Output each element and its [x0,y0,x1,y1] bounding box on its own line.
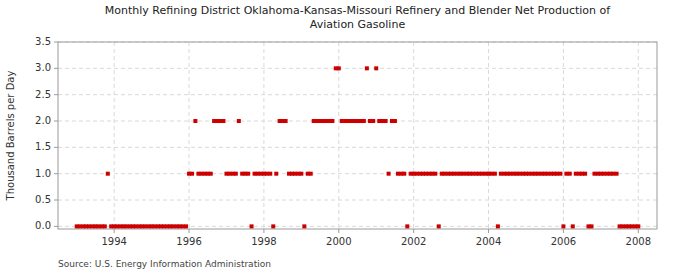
x-grid-line [189,42,190,229]
x-grid-line [263,42,264,229]
source-note: Source: U.S. Energy Information Administ… [58,259,271,269]
point [384,119,388,123]
x-tick-label: 1998 [251,236,276,247]
point [571,224,575,228]
point [184,224,188,228]
x-tick [413,229,414,233]
point [437,224,441,228]
point [374,66,378,70]
x-grid-line [114,42,115,229]
point [250,224,254,228]
x-tick [338,229,339,233]
point [371,119,375,123]
x-tick [189,229,190,233]
point [234,172,238,176]
point [636,224,640,228]
y-tick-label: 3.0 [35,62,51,73]
y-tick-label: 3.5 [35,36,51,47]
tick-labels: 0.0 0.5 1.0 1.5 2.0 2.5 3.0 3.5 1994 1996 1998 2000… [35,36,651,247]
title: Monthly Refining District Oklahoma-Kansa… [105,4,611,31]
y-tick-label: 1.0 [35,168,51,179]
point [209,172,213,176]
point [106,172,110,176]
x-grid-line [638,42,639,229]
point [309,172,313,176]
point [589,224,593,228]
y-axis-label: Thousand Barrels per Day [5,71,16,202]
point [103,224,107,228]
point [221,119,225,123]
x-tick-label: 2006 [551,236,576,247]
point [271,224,275,228]
y-tick-label: 0.0 [35,220,51,231]
point [193,119,197,123]
x-tick-label: 2000 [326,236,351,247]
point [299,172,303,176]
y-grid-line [58,94,657,95]
point [405,224,409,228]
point [302,224,306,228]
y-tick [54,200,58,201]
point [190,172,194,176]
plot-frame [58,42,657,229]
point [330,119,334,123]
x-tick-label: 2004 [476,236,501,247]
point [496,224,500,228]
point [246,172,250,176]
y-tick [54,121,58,122]
point [583,172,587,176]
point [393,119,397,123]
point [387,172,391,176]
point [568,172,572,176]
y-tick [54,147,58,148]
x-tick [488,229,489,233]
x-tick [114,229,115,233]
y-tick-label: 0.5 [35,194,51,205]
grid [58,42,657,229]
point [284,119,288,123]
y-grid-line [58,147,657,148]
x-grid-line [488,42,489,229]
plot-area [58,42,657,229]
x-tick-label: 2008 [626,236,651,247]
x-grid-line [563,42,564,229]
x-tick-label: 2002 [401,236,426,247]
y-tick [54,226,58,227]
x-tick [638,229,639,233]
y-tick-label: 1.5 [35,141,51,152]
point [558,172,562,176]
x-tick-label: 1996 [176,236,201,247]
point [615,172,619,176]
point [337,66,341,70]
x-tick [563,229,564,233]
point [561,224,565,228]
point [433,172,437,176]
y-tick [54,68,58,69]
x-grid-line [413,42,414,229]
y-tick-label: 2.0 [35,115,51,126]
y-tick [54,94,58,95]
point [493,172,497,176]
y-grid-line [58,68,657,69]
point [268,172,272,176]
x-tick [263,229,264,233]
point [402,172,406,176]
point [237,119,241,123]
y-tick [54,42,58,43]
y-grid-line [58,200,657,201]
point [365,66,369,70]
point [274,172,278,176]
y-tick-label: 2.5 [35,89,51,100]
x-tick-label: 1994 [101,236,126,247]
points [75,66,641,228]
y-tick [54,173,58,174]
chart: 0.0 0.5 1.0 1.5 2.0 2.5 3.0 3.5 1994 1996 1998 2000… [0,0,675,275]
point [362,119,366,123]
